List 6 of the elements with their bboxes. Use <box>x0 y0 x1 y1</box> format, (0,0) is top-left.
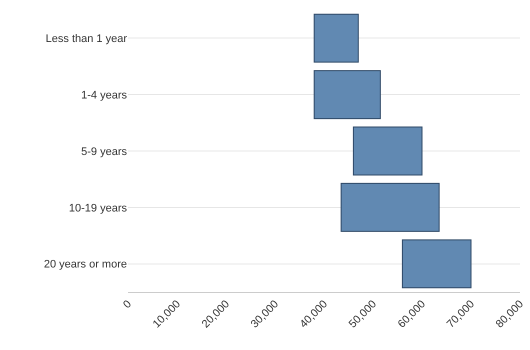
y-tick-label: Less than 1 year <box>46 33 128 46</box>
y-tick-label: 10-19 years <box>68 202 128 214</box>
x-tick-label: 0 <box>121 298 134 312</box>
y-tick-label: 1-4 years <box>81 89 128 102</box>
y-tick-label: 5-9 years <box>81 146 128 158</box>
y-tick-label: 20 years or more <box>44 258 127 271</box>
